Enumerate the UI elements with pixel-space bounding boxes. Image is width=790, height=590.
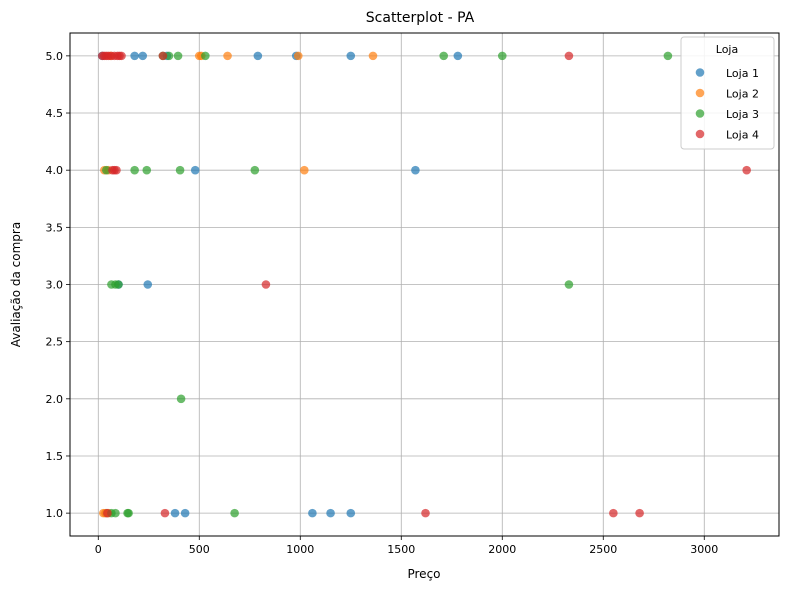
data-point	[103, 508, 112, 518]
data-point	[253, 51, 263, 61]
chart-title: Scatterplot - PA	[366, 10, 475, 26]
data-point	[609, 508, 618, 518]
data-point	[176, 394, 186, 404]
legend-label: Loja 2	[726, 88, 759, 101]
data-point	[497, 51, 507, 61]
series-loja-4	[98, 51, 751, 518]
x-tick-label: 3000	[690, 543, 718, 556]
data-point	[130, 165, 139, 175]
x-tick-label: 2500	[589, 543, 617, 556]
data-point	[112, 165, 121, 175]
data-point	[114, 280, 123, 289]
legend-label: Loja 1	[726, 67, 759, 80]
data-points	[98, 51, 751, 518]
data-point	[124, 508, 133, 518]
data-point	[102, 165, 111, 175]
data-point	[180, 508, 190, 518]
data-point	[564, 51, 574, 61]
data-point	[158, 51, 168, 61]
x-tick-label: 500	[189, 543, 210, 556]
data-point	[564, 280, 574, 289]
legend-title: Loja	[716, 43, 738, 56]
x-tick-label: 2000	[488, 543, 516, 556]
x-axis-label: Preço	[407, 567, 440, 581]
legend-marker	[695, 129, 705, 139]
data-point	[175, 165, 185, 175]
data-point	[742, 165, 751, 175]
data-point	[250, 165, 260, 175]
y-tick-label: 3.5	[46, 221, 64, 234]
legend-box	[680, 36, 775, 150]
data-point	[130, 51, 139, 61]
data-point	[635, 508, 644, 518]
data-point	[411, 165, 420, 175]
y-tick-label: 2.5	[46, 336, 64, 349]
data-point	[293, 51, 303, 61]
data-point	[368, 51, 378, 61]
y-tick-label: 5.0	[46, 50, 64, 63]
data-point	[300, 165, 309, 175]
data-point	[138, 51, 148, 61]
grid	[70, 33, 779, 536]
data-point	[439, 51, 448, 61]
y-tick-label: 4.0	[46, 164, 64, 177]
data-point	[142, 165, 152, 175]
x-tick-label: 1500	[387, 543, 415, 556]
legend-label: Loja 3	[726, 108, 759, 121]
data-point	[326, 508, 335, 518]
data-point	[164, 51, 174, 61]
y-tick-label: 1.5	[46, 450, 64, 463]
data-point	[111, 508, 120, 518]
y-tick-label: 3.0	[46, 279, 64, 292]
x-tick-label: 0	[95, 543, 102, 556]
data-point	[143, 280, 153, 289]
y-tick-label: 4.5	[46, 107, 64, 120]
x-tick-label: 1000	[286, 543, 314, 556]
legend-marker	[695, 68, 705, 77]
data-point	[346, 508, 356, 518]
data-point	[160, 508, 170, 518]
axis-ticks: 0 500 1000 1500 2000 2500 3000 1.0 1.5 2.0 2.5 3.0 3…	[46, 50, 719, 556]
data-point	[170, 508, 180, 518]
data-point	[173, 51, 183, 61]
y-tick-label: 2.0	[46, 393, 64, 406]
data-point	[190, 165, 200, 175]
data-point	[201, 51, 210, 61]
y-axis-label: Avaliação da compra	[9, 222, 23, 347]
legend-marker	[695, 109, 705, 118]
legend-label: Loja 4	[726, 129, 759, 142]
data-point	[230, 508, 239, 518]
data-point	[421, 508, 430, 518]
data-point	[453, 51, 463, 61]
legend-marker	[695, 88, 705, 98]
data-point	[261, 280, 271, 289]
data-point	[308, 508, 317, 518]
data-point	[663, 51, 673, 61]
legend: Loja Loja 1 Loja 2 Loja 3 Loja 4	[680, 36, 775, 150]
data-point	[346, 51, 356, 61]
data-point	[117, 51, 126, 61]
y-tick-label: 1.0	[46, 507, 64, 520]
legend-items: Loja 1 Loja 2 Loja 3 Loja 4	[695, 67, 759, 142]
data-point	[223, 51, 232, 61]
